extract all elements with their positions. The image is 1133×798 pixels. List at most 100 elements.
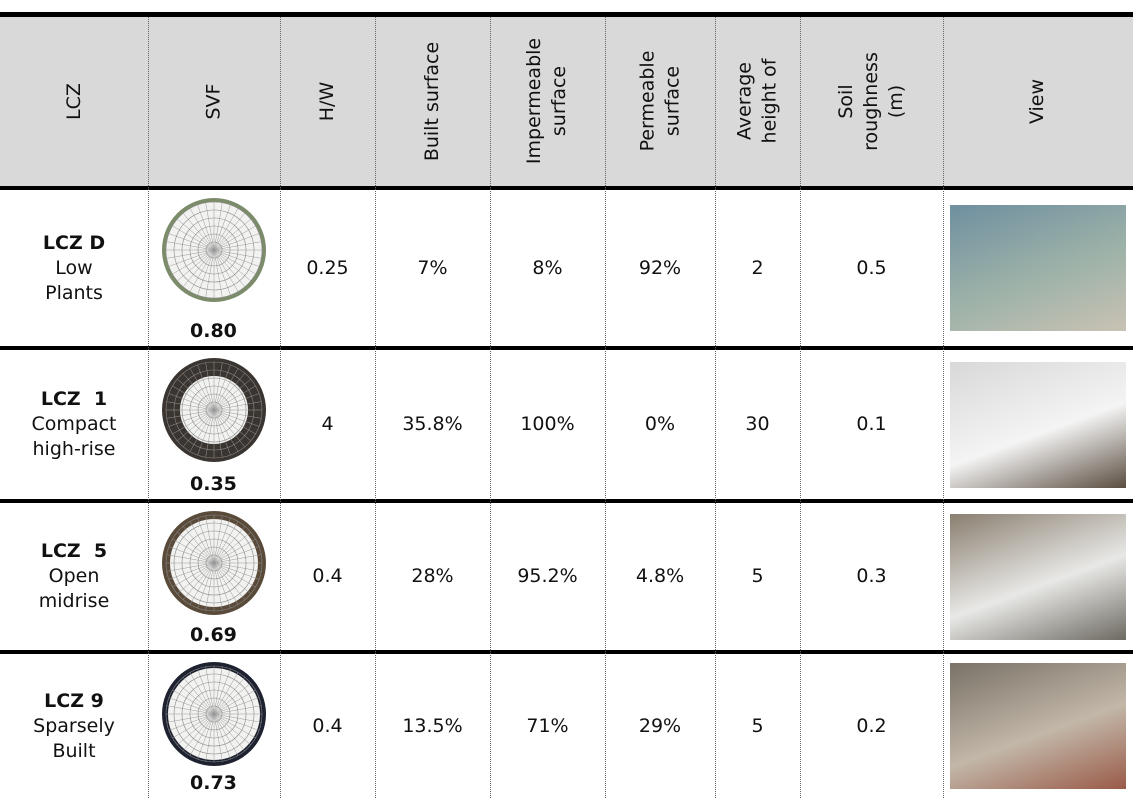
value-cell: 0.4	[280, 654, 375, 798]
value-cell: 4	[280, 350, 375, 499]
value-cell: 0.3	[800, 503, 943, 650]
lcz-cell: LCZ D Low Plants	[0, 190, 148, 346]
lcz-description: Sparsely	[33, 714, 115, 737]
view-image	[950, 663, 1126, 789]
value-text: 5	[751, 565, 764, 587]
column-divider	[800, 17, 801, 798]
view-image	[950, 205, 1126, 331]
value-cell: 30	[715, 350, 800, 499]
value-cell: 0.25	[280, 190, 375, 346]
value-text: 0.4	[312, 565, 343, 587]
value-text: 7%	[417, 256, 448, 279]
column-divider	[148, 17, 149, 798]
header-line: LCZ	[62, 82, 85, 120]
header-text: Built surface	[420, 41, 445, 160]
value-cell: 95.2%	[490, 503, 605, 650]
svf-value: 0.80	[190, 320, 237, 342]
lcz-stack: LCZ 5 Open midrise	[39, 539, 110, 614]
value-text: 8%	[532, 256, 563, 279]
value-text: 13.5%	[402, 714, 463, 737]
view-cell	[943, 190, 1133, 346]
view-cell	[943, 654, 1133, 798]
value-cell: 13.5%	[375, 654, 490, 798]
column-divider	[280, 17, 281, 798]
header-line: Impermeable	[523, 37, 546, 165]
header-cell: Average height of	[715, 16, 800, 186]
header-cell: LCZ	[0, 16, 148, 186]
value-text: 35.8%	[402, 413, 463, 435]
value-text: 0.5	[856, 256, 887, 279]
column-divider	[715, 17, 716, 798]
header-line: Average	[733, 61, 756, 141]
lcz-description: Built	[52, 739, 96, 762]
lcz-cell: LCZ 5 Open midrise	[0, 503, 148, 650]
value-text: 95.2%	[517, 565, 578, 587]
value-cell: 35.8%	[375, 350, 490, 499]
view-image	[950, 513, 1126, 640]
value-cell: 0.1	[800, 350, 943, 499]
header-text: SVF	[202, 83, 227, 119]
value-cell: 0%	[605, 350, 715, 499]
fisheye-image	[162, 662, 266, 766]
lcz-name: LCZ 9	[44, 689, 104, 712]
value-cell: 100%	[490, 350, 605, 499]
fisheye-image	[162, 358, 266, 462]
lcz-description: high-rise	[32, 438, 116, 460]
header-line: roughness	[859, 51, 882, 151]
row-separator	[0, 346, 1133, 350]
header-cell: Built surface	[375, 16, 490, 186]
header-line: Permeable	[635, 50, 658, 152]
lcz-cell: LCZ 9 Sparsely Built	[0, 654, 148, 798]
header-line: (m)	[884, 84, 907, 118]
svf-cell: 0.80	[148, 190, 280, 346]
lcz-description: Plants	[45, 281, 103, 304]
header-cell: View	[943, 16, 1133, 186]
lcz-description: Compact	[31, 413, 117, 435]
row-separator	[0, 650, 1133, 654]
value-text: 28%	[411, 565, 454, 587]
column-divider	[490, 17, 491, 798]
header-text: Average height of	[732, 59, 782, 144]
lcz-name: LCZ D	[42, 231, 106, 254]
value-text: 100%	[520, 413, 575, 435]
value-text: 4.8%	[635, 565, 685, 587]
view-image	[950, 361, 1126, 488]
header-cell: H/W	[280, 16, 375, 186]
header-cell: Soil roughness (m)	[800, 16, 943, 186]
row-separator	[0, 186, 1133, 190]
lcz-stack: LCZ 1 Compact high-rise	[32, 387, 117, 462]
value-text: 92%	[638, 256, 682, 279]
header-line: height of	[758, 58, 781, 144]
header-line: Built surface	[421, 41, 443, 161]
value-cell: 71%	[490, 654, 605, 798]
value-text: 0.1	[856, 413, 887, 435]
value-text: 5	[751, 714, 764, 737]
header-text: Soil roughness (m)	[834, 52, 909, 151]
value-text: 0.3	[856, 565, 887, 587]
lcz-description: Open	[48, 565, 100, 587]
value-text: 2	[751, 256, 764, 279]
svf-value: 0.35	[190, 473, 237, 495]
svf-value: 0.69	[190, 624, 237, 646]
value-text: 71%	[526, 714, 569, 737]
header-text: Permeable surface	[635, 51, 685, 152]
value-text: 0.2	[856, 714, 887, 737]
value-cell: 2	[715, 190, 800, 346]
view-cell	[943, 350, 1133, 499]
value-cell: 7%	[375, 190, 490, 346]
value-cell: 4.8%	[605, 503, 715, 650]
value-cell: 0.5	[800, 190, 943, 346]
lcz-stack: LCZ 9 Sparsely Built	[33, 689, 115, 764]
svf-cell: 0.35	[148, 350, 280, 499]
header-text: View	[1026, 78, 1051, 123]
svf-cell: 0.73	[148, 654, 280, 798]
view-cell	[943, 503, 1133, 650]
header-line: SVF	[202, 83, 225, 119]
header-text: Impermeable surface	[523, 38, 573, 164]
value-cell: 0.2	[800, 654, 943, 798]
header-line: surface	[548, 65, 571, 137]
header-line: H/W	[315, 81, 338, 121]
row-separator	[0, 499, 1133, 503]
value-cell: 29%	[605, 654, 715, 798]
lcz-name: LCZ 1	[40, 388, 108, 410]
